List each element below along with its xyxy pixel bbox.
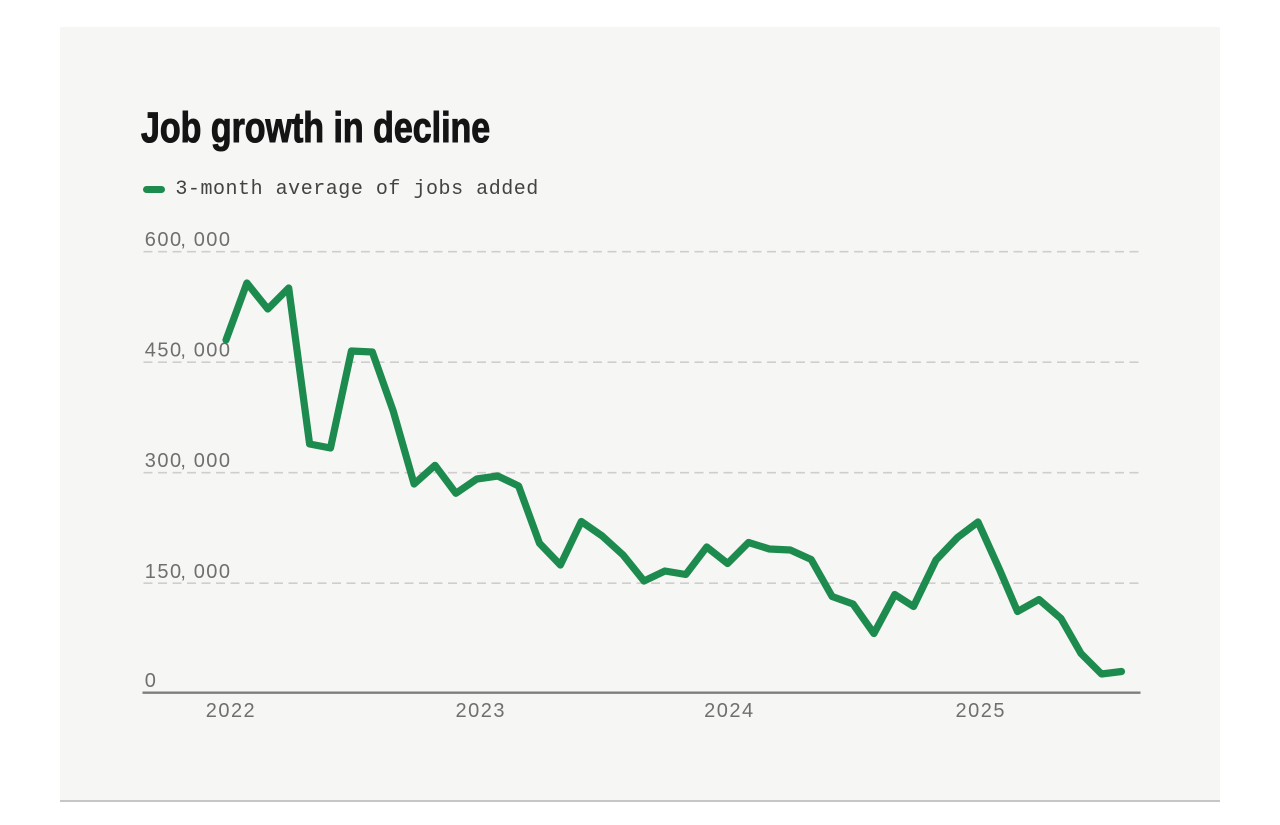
svg-text:2025: 2025	[956, 700, 1005, 722]
svg-text:450,000: 450,000	[145, 340, 230, 362]
svg-text:150,000: 150,000	[145, 561, 230, 583]
svg-text:2022: 2022	[206, 700, 255, 722]
svg-text:0: 0	[145, 670, 156, 692]
svg-text:2024: 2024	[704, 700, 753, 722]
svg-text:300,000: 300,000	[145, 450, 230, 472]
svg-text:2023: 2023	[456, 700, 505, 722]
svg-text:600,000: 600,000	[145, 229, 230, 251]
